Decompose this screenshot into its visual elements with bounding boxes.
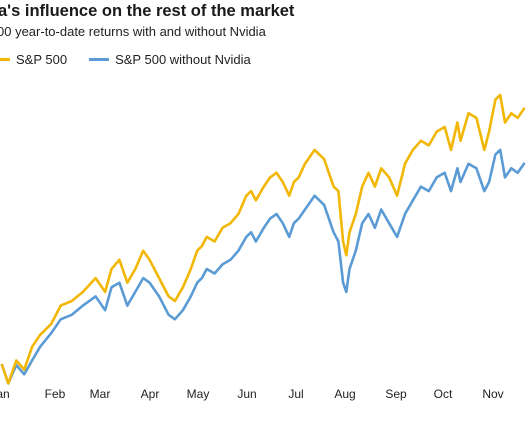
series-line-sp500 xyxy=(0,93,526,385)
legend-item-sp500: S&P 500 xyxy=(0,52,67,67)
legend-label-sp500-ex-nvidia: S&P 500 without Nvidia xyxy=(115,52,251,67)
legend-label-sp500: S&P 500 xyxy=(16,52,68,67)
legend-swatch-sp500 xyxy=(0,58,10,61)
series-layer xyxy=(0,93,526,385)
x-tick-label: Oct xyxy=(434,387,453,401)
x-tick-label: Nov xyxy=(482,387,503,401)
legend: S&P 500 S&P 500 without Nvidia xyxy=(0,52,273,67)
x-tick-label: Feb xyxy=(45,387,66,401)
x-axis-ticks: an Feb Mar Apr May Jun Jul Aug Sep Oct Nov xyxy=(0,387,504,401)
x-tick-label: May xyxy=(187,387,210,401)
legend-swatch-sp500-ex-nvidia xyxy=(89,58,110,61)
chart-title: a's influence on the rest of the market xyxy=(0,2,295,20)
x-tick-label: Mar xyxy=(90,387,111,401)
x-tick-label: Jul xyxy=(288,387,303,401)
chart-subtitle: 00 year-to-date returns with and without… xyxy=(0,24,266,39)
legend-item-sp500-ex-nvidia: S&P 500 without Nvidia xyxy=(89,52,251,67)
x-tick-label: Sep xyxy=(385,387,407,401)
x-tick-label: an xyxy=(0,387,10,401)
series-line-sp500-ex-nvidia xyxy=(0,148,526,385)
x-tick-label: Apr xyxy=(141,387,160,401)
x-tick-label: Jun xyxy=(237,387,256,401)
x-tick-label: Aug xyxy=(334,387,355,401)
